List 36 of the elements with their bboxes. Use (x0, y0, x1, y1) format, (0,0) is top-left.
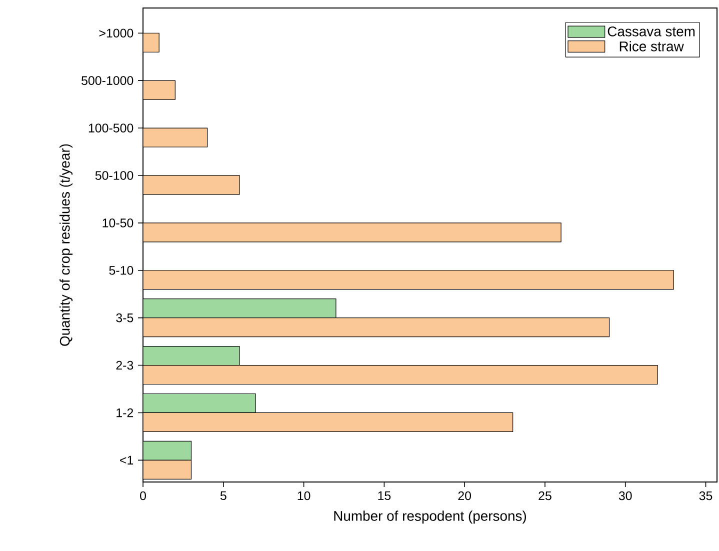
x-tick-label: 5 (220, 491, 226, 500)
bar (143, 298, 336, 318)
bar (143, 412, 514, 432)
y-tick-label: 10-50 (102, 218, 134, 228)
bar (143, 80, 176, 100)
x-axis-title: Number of respodent (persons) (334, 510, 526, 524)
bar (143, 318, 610, 338)
legend-label: Cassava stem (608, 26, 695, 36)
x-tick-label: 35 (699, 491, 712, 500)
y-tick-label: 50-100 (95, 171, 134, 180)
bar (143, 393, 256, 414)
bar (143, 460, 192, 480)
x-tick-label: 10 (298, 491, 310, 500)
bar (143, 346, 240, 366)
y-tick-label: 1-2 (116, 408, 134, 418)
legend-label: Rice straw (620, 41, 684, 52)
bar (143, 128, 208, 148)
x-tick-label: 0 (140, 491, 146, 500)
y-tick-label: 3-5 (116, 313, 134, 322)
bar (143, 32, 160, 52)
x-tick-label: 30 (618, 491, 632, 500)
bar (143, 222, 562, 242)
bar (143, 270, 674, 290)
y-axis-title: Quantity of crop residues (t/year) (60, 144, 73, 346)
x-tick-label: 25 (538, 491, 552, 500)
y-tick-label: <1 (120, 456, 134, 464)
x-tick-label: 20 (458, 491, 472, 500)
y-tick-label: 100-500 (88, 124, 134, 132)
y-tick-label: >1000 (99, 28, 134, 38)
x-tick-label: 15 (378, 491, 391, 500)
bar (143, 175, 240, 195)
y-tick-label: 500-1000 (82, 76, 134, 85)
bar (143, 440, 192, 460)
y-tick-label: 2-3 (116, 360, 134, 370)
y-tick-label: 5-10 (109, 266, 134, 275)
bar (143, 364, 658, 385)
